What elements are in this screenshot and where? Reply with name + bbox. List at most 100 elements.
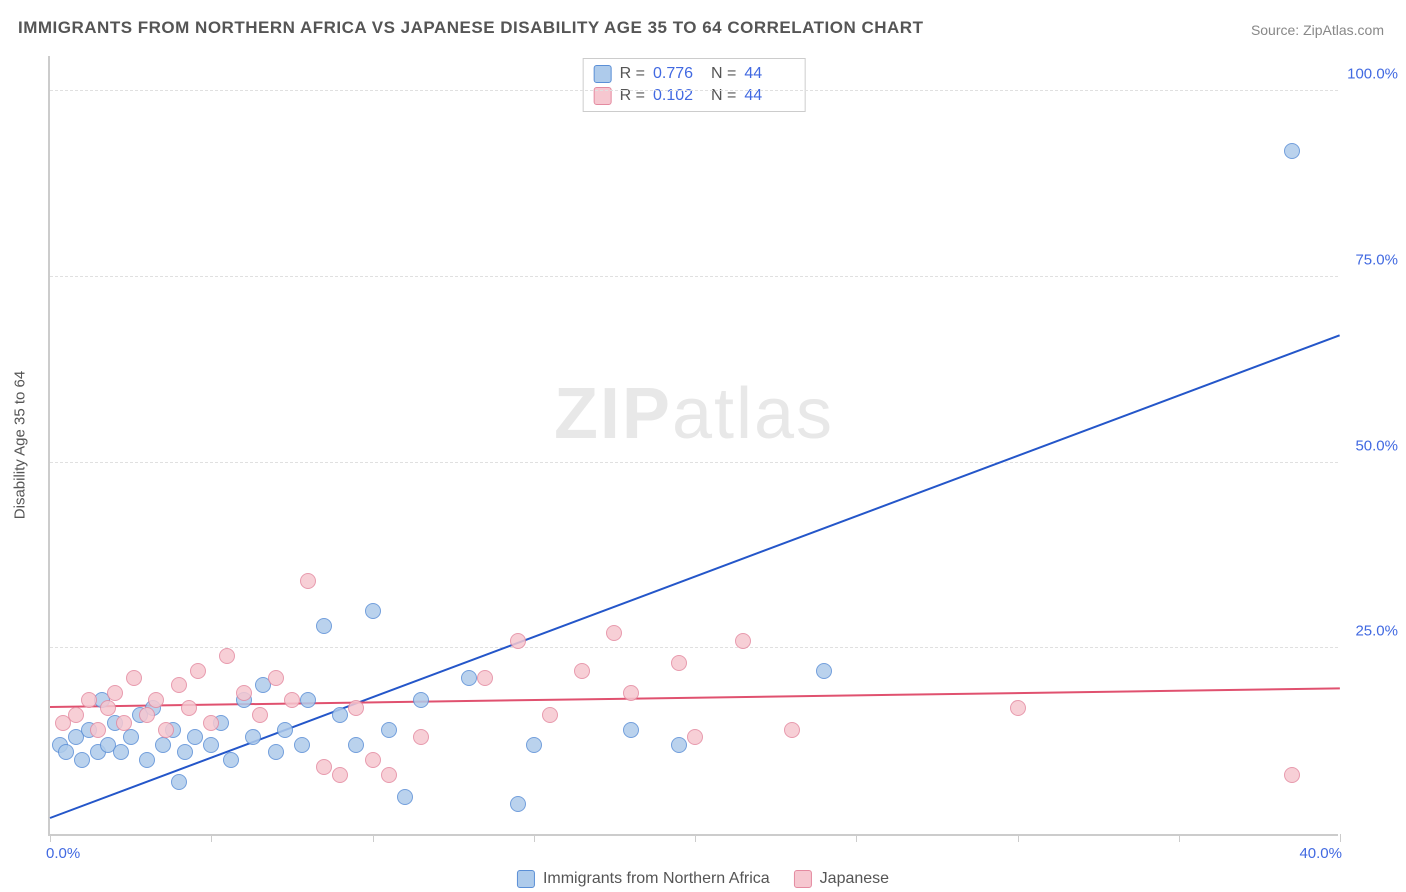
scatter-point <box>1284 143 1300 159</box>
watermark-atlas: atlas <box>672 374 834 454</box>
scatter-point <box>1284 767 1300 783</box>
scatter-point <box>90 722 106 738</box>
scatter-point <box>365 603 381 619</box>
scatter-point <box>181 700 197 716</box>
gridline <box>50 462 1338 463</box>
y-tick-label: 50.0% <box>1355 437 1398 454</box>
scatter-point <box>236 685 252 701</box>
stat-legend-row: R = 0.776 N = 44 <box>594 63 795 85</box>
x-tick <box>50 834 51 842</box>
scatter-point <box>332 767 348 783</box>
regression-line <box>50 334 1341 819</box>
scatter-point <box>300 692 316 708</box>
scatter-point <box>284 692 300 708</box>
scatter-point <box>123 729 139 745</box>
scatter-point <box>413 692 429 708</box>
x-tick <box>373 834 374 842</box>
scatter-point <box>316 759 332 775</box>
scatter-point <box>177 744 193 760</box>
scatter-point <box>477 670 493 686</box>
scatter-point <box>58 744 74 760</box>
watermark: ZIPatlas <box>554 373 834 455</box>
scatter-point <box>816 663 832 679</box>
gridline <box>50 90 1338 91</box>
legend-label: Immigrants from Northern Africa <box>543 870 770 888</box>
scatter-point <box>203 737 219 753</box>
scatter-point <box>332 707 348 723</box>
legend-swatch <box>517 870 535 888</box>
scatter-point <box>606 625 622 641</box>
x-tick <box>1018 834 1019 842</box>
gridline <box>50 276 1338 277</box>
scatter-point <box>81 692 97 708</box>
scatter-point <box>203 715 219 731</box>
legend-swatch <box>794 870 812 888</box>
scatter-point <box>413 729 429 745</box>
r-label: R = <box>620 65 645 83</box>
x-tick <box>695 834 696 842</box>
scatter-point <box>1010 700 1026 716</box>
scatter-point <box>171 677 187 693</box>
y-tick-label: 25.0% <box>1355 623 1398 640</box>
scatter-point <box>100 700 116 716</box>
scatter-point <box>219 648 235 664</box>
stat-legend: R = 0.776 N = 44 R =0.102N =44 <box>583 58 806 112</box>
x-tick <box>856 834 857 842</box>
scatter-point <box>245 729 261 745</box>
source-attribution: Source: ZipAtlas.com <box>1251 22 1384 38</box>
stat-legend-row: R =0.102N =44 <box>594 85 795 107</box>
scatter-point <box>510 633 526 649</box>
x-tick-max: 40.0% <box>1299 845 1342 862</box>
scatter-point <box>277 722 293 738</box>
x-tick <box>1179 834 1180 842</box>
plot-area: ZIPatlas Disability Age 35 to 64 0.0% 40… <box>48 56 1338 836</box>
scatter-point <box>113 744 129 760</box>
scatter-point <box>735 633 751 649</box>
scatter-point <box>316 618 332 634</box>
watermark-zip: ZIP <box>554 374 672 454</box>
bottom-legend: Immigrants from Northern Africa Japanese <box>517 870 889 888</box>
scatter-point <box>74 752 90 768</box>
scatter-point <box>348 700 364 716</box>
scatter-point <box>461 670 477 686</box>
scatter-point <box>190 663 206 679</box>
chart-title: IMMIGRANTS FROM NORTHERN AFRICA VS JAPAN… <box>18 18 923 38</box>
scatter-point <box>139 752 155 768</box>
scatter-point <box>381 767 397 783</box>
x-tick-min: 0.0% <box>46 845 80 862</box>
r-value: 0.776 <box>653 65 703 83</box>
x-tick <box>1340 834 1341 842</box>
y-axis-label: Disability Age 35 to 64 <box>12 371 29 519</box>
x-tick <box>534 834 535 842</box>
scatter-point <box>223 752 239 768</box>
scatter-point <box>397 789 413 805</box>
scatter-point <box>623 685 639 701</box>
scatter-point <box>139 707 155 723</box>
n-value: 44 <box>744 65 794 83</box>
scatter-point <box>171 774 187 790</box>
scatter-point <box>187 729 203 745</box>
scatter-point <box>300 573 316 589</box>
scatter-point <box>116 715 132 731</box>
scatter-point <box>526 737 542 753</box>
scatter-point <box>574 663 590 679</box>
scatter-point <box>155 737 171 753</box>
scatter-point <box>671 655 687 671</box>
x-tick <box>211 834 212 842</box>
gridline <box>50 647 1338 648</box>
scatter-point <box>623 722 639 738</box>
scatter-point <box>542 707 558 723</box>
scatter-point <box>107 685 123 701</box>
scatter-point <box>268 670 284 686</box>
legend-item: Immigrants from Northern Africa <box>517 870 770 888</box>
n-label: N = <box>711 65 736 83</box>
scatter-point <box>381 722 397 738</box>
scatter-point <box>687 729 703 745</box>
legend-item: Japanese <box>794 870 889 888</box>
scatter-point <box>510 796 526 812</box>
y-tick-label: 75.0% <box>1355 251 1398 268</box>
legend-label: Japanese <box>820 870 889 888</box>
scatter-point <box>126 670 142 686</box>
y-tick-label: 100.0% <box>1347 66 1398 83</box>
scatter-point <box>68 707 84 723</box>
